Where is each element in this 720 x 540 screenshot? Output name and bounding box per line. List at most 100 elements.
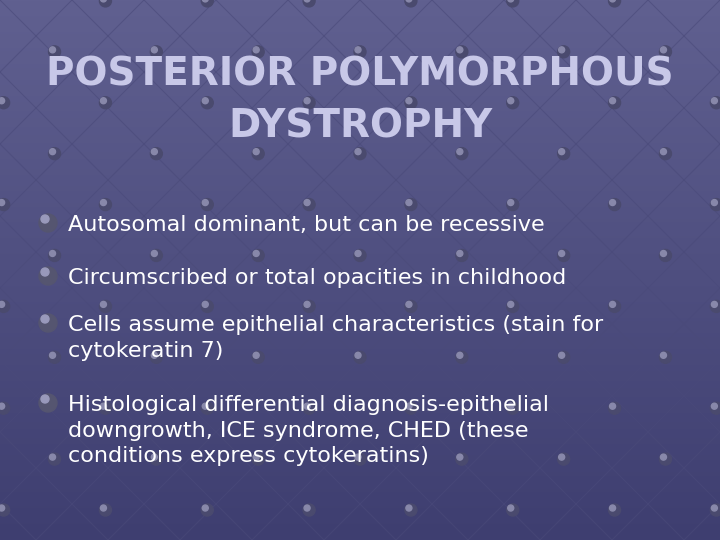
Circle shape xyxy=(50,148,55,154)
Circle shape xyxy=(608,97,621,109)
Circle shape xyxy=(41,315,49,323)
Circle shape xyxy=(456,46,468,58)
Circle shape xyxy=(456,352,463,359)
Circle shape xyxy=(660,251,667,256)
Circle shape xyxy=(610,301,616,307)
Circle shape xyxy=(99,199,112,211)
Circle shape xyxy=(660,454,667,460)
Circle shape xyxy=(202,97,213,109)
Circle shape xyxy=(252,352,264,363)
Circle shape xyxy=(355,251,361,256)
Circle shape xyxy=(406,301,412,307)
Circle shape xyxy=(507,0,518,7)
Circle shape xyxy=(711,97,720,109)
Circle shape xyxy=(151,352,158,359)
Circle shape xyxy=(50,352,55,359)
Circle shape xyxy=(711,98,717,104)
Circle shape xyxy=(151,148,158,154)
Circle shape xyxy=(50,47,55,53)
Circle shape xyxy=(202,505,208,511)
Circle shape xyxy=(50,454,55,460)
Circle shape xyxy=(405,97,417,109)
Circle shape xyxy=(0,505,4,511)
Circle shape xyxy=(253,148,259,154)
Circle shape xyxy=(559,47,564,53)
Circle shape xyxy=(0,402,9,414)
Circle shape xyxy=(660,352,667,359)
Circle shape xyxy=(48,249,60,261)
Circle shape xyxy=(711,505,717,511)
Circle shape xyxy=(355,454,361,460)
Circle shape xyxy=(610,403,616,409)
Text: Histological differential diagnosis-epithelial
downgrowth, ICE syndrome, CHED (t: Histological differential diagnosis-epit… xyxy=(68,395,549,466)
Circle shape xyxy=(303,97,315,109)
Circle shape xyxy=(660,453,672,465)
Circle shape xyxy=(610,200,616,206)
Circle shape xyxy=(41,268,49,276)
Circle shape xyxy=(610,98,616,104)
Circle shape xyxy=(559,454,564,460)
Circle shape xyxy=(50,251,55,256)
Circle shape xyxy=(507,199,518,211)
Circle shape xyxy=(711,200,717,206)
Circle shape xyxy=(660,47,667,53)
Text: Autosomal dominant, but can be recessive: Autosomal dominant, but can be recessive xyxy=(68,215,544,235)
Circle shape xyxy=(101,403,107,409)
Circle shape xyxy=(508,403,514,409)
Circle shape xyxy=(202,0,208,2)
Circle shape xyxy=(304,301,310,307)
Circle shape xyxy=(101,98,107,104)
Circle shape xyxy=(406,98,412,104)
Circle shape xyxy=(41,395,49,403)
Circle shape xyxy=(405,199,417,211)
Circle shape xyxy=(39,267,57,285)
Circle shape xyxy=(303,402,315,414)
Circle shape xyxy=(507,300,518,312)
Circle shape xyxy=(660,352,672,363)
Circle shape xyxy=(101,505,107,511)
Circle shape xyxy=(252,46,264,58)
Circle shape xyxy=(202,300,213,312)
Circle shape xyxy=(99,97,112,109)
Text: POSTERIOR POLYMORPHOUS: POSTERIOR POLYMORPHOUS xyxy=(46,55,674,93)
Circle shape xyxy=(39,394,57,412)
Circle shape xyxy=(304,403,310,409)
Circle shape xyxy=(253,47,259,53)
Circle shape xyxy=(508,98,514,104)
Circle shape xyxy=(610,505,616,511)
Text: Cells assume epithelial characteristics (stain for
cytokeratin 7): Cells assume epithelial characteristics … xyxy=(68,315,603,361)
Circle shape xyxy=(355,352,361,359)
Circle shape xyxy=(558,249,570,261)
Circle shape xyxy=(151,454,158,460)
Circle shape xyxy=(608,504,621,516)
Circle shape xyxy=(406,0,412,2)
Circle shape xyxy=(456,251,463,256)
Circle shape xyxy=(303,300,315,312)
Circle shape xyxy=(252,249,264,261)
Circle shape xyxy=(99,0,112,7)
Circle shape xyxy=(41,215,49,223)
Circle shape xyxy=(711,504,720,516)
Circle shape xyxy=(0,300,9,312)
Circle shape xyxy=(252,453,264,465)
Circle shape xyxy=(150,352,162,363)
Circle shape xyxy=(406,505,412,511)
Circle shape xyxy=(405,0,417,7)
Text: DYSTROPHY: DYSTROPHY xyxy=(228,108,492,146)
Circle shape xyxy=(559,251,564,256)
Circle shape xyxy=(608,300,621,312)
Circle shape xyxy=(558,352,570,363)
Circle shape xyxy=(202,402,213,414)
Circle shape xyxy=(354,147,366,160)
Circle shape xyxy=(354,352,366,363)
Circle shape xyxy=(48,352,60,363)
Circle shape xyxy=(405,504,417,516)
Circle shape xyxy=(101,200,107,206)
Circle shape xyxy=(0,98,4,104)
Circle shape xyxy=(151,251,158,256)
Circle shape xyxy=(303,504,315,516)
Circle shape xyxy=(252,147,264,160)
Circle shape xyxy=(151,47,158,53)
Circle shape xyxy=(558,46,570,58)
Circle shape xyxy=(456,352,468,363)
